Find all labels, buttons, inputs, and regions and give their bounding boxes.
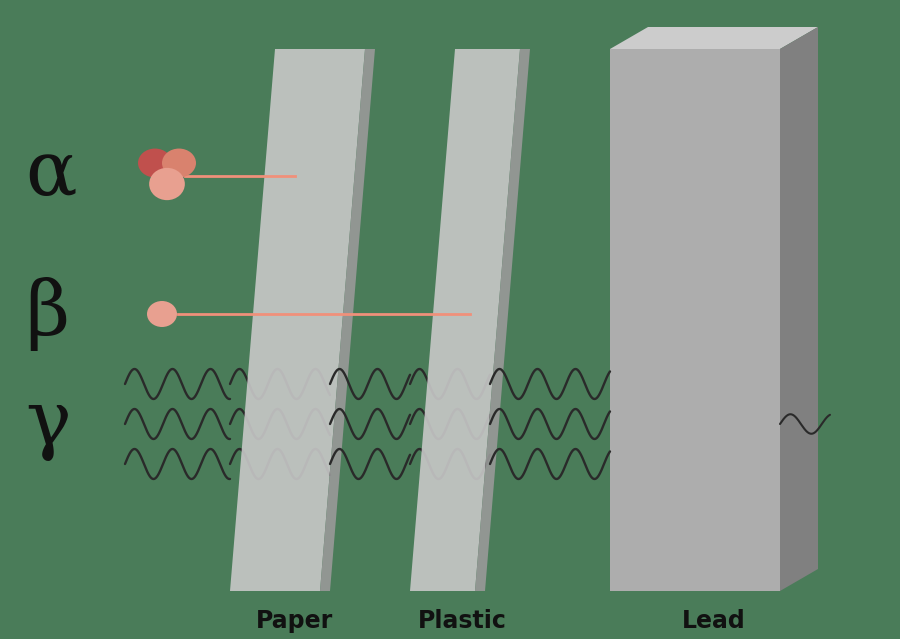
Text: α: α (25, 137, 77, 211)
Ellipse shape (138, 148, 172, 178)
Polygon shape (610, 49, 780, 591)
Polygon shape (410, 49, 520, 591)
Text: γ: γ (25, 387, 70, 461)
Polygon shape (320, 49, 375, 591)
Polygon shape (610, 27, 818, 49)
Text: Paper: Paper (256, 609, 334, 633)
Text: β: β (25, 277, 69, 351)
Text: Plastic: Plastic (418, 609, 507, 633)
Polygon shape (475, 49, 530, 591)
Ellipse shape (147, 301, 177, 327)
Ellipse shape (162, 148, 196, 178)
Ellipse shape (149, 168, 184, 200)
Polygon shape (780, 27, 818, 591)
Text: Lead: Lead (682, 609, 746, 633)
Polygon shape (230, 49, 365, 591)
